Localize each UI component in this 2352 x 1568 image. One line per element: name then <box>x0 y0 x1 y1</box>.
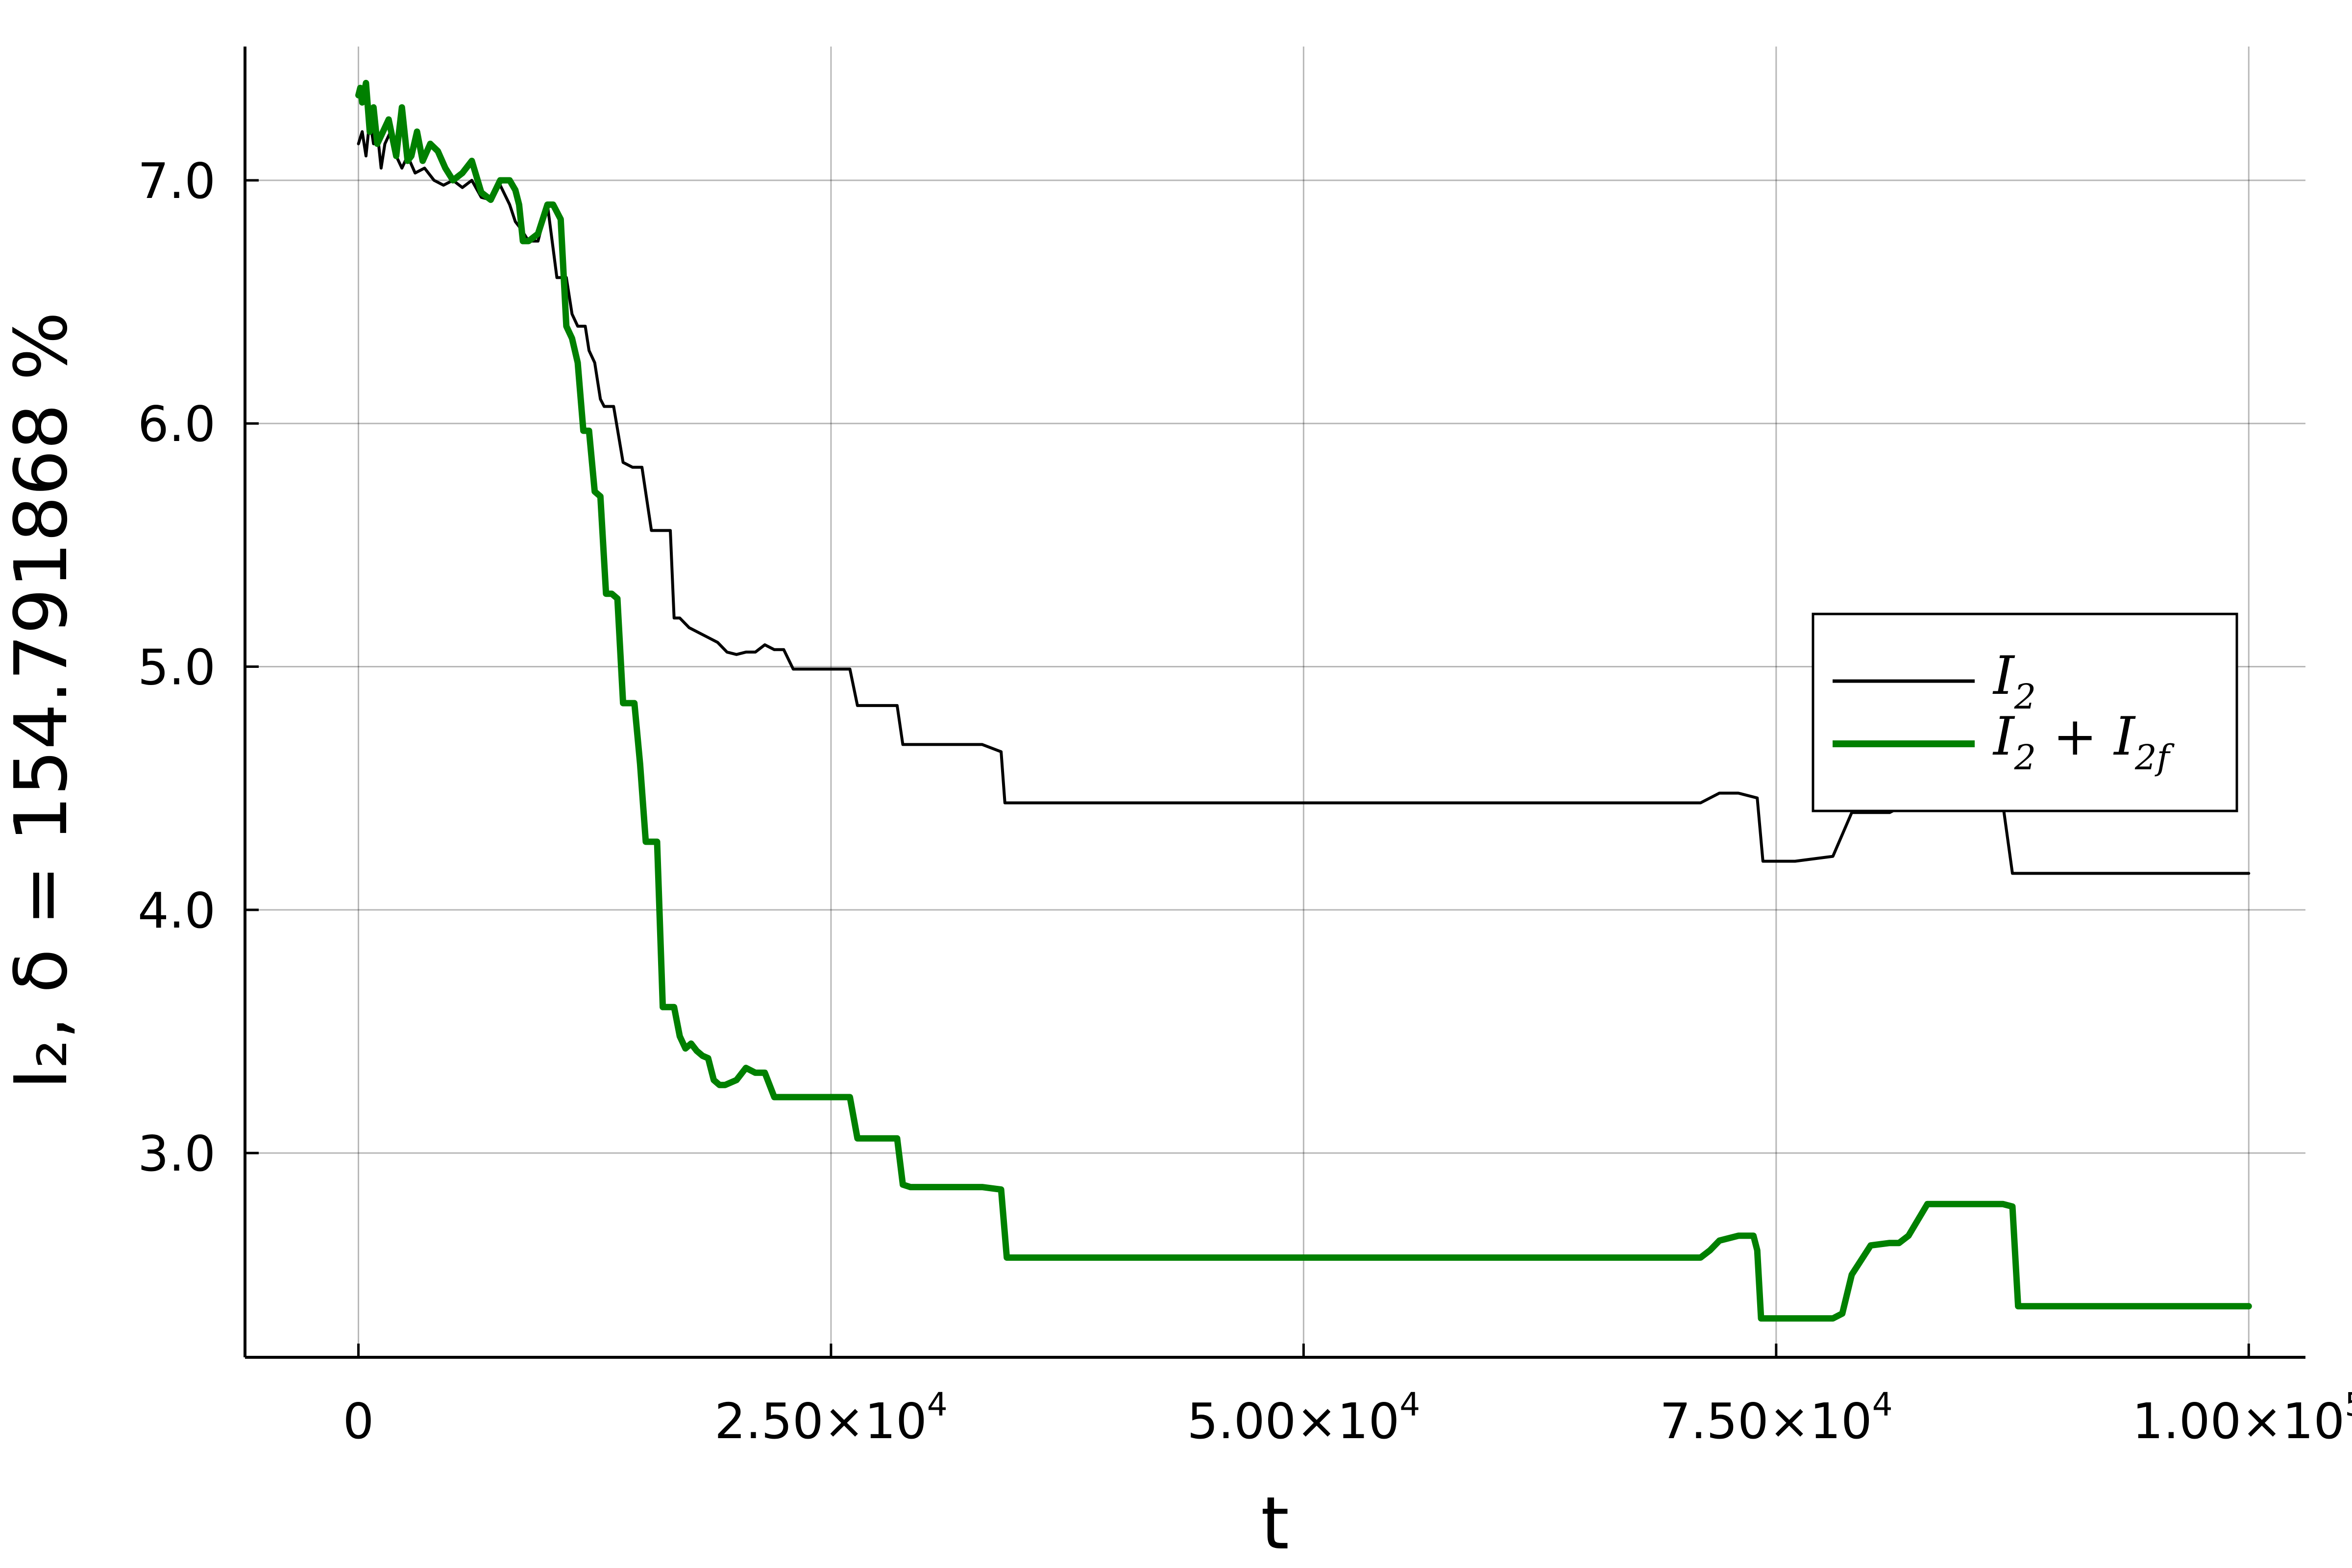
y-tick-label: 6.0 <box>138 395 216 453</box>
series-line-2 <box>355 79 2252 1322</box>
x-tick-exponent: 4 <box>927 1386 948 1423</box>
legend-box <box>1812 612 2238 812</box>
x-tick-mantissa: 0 <box>343 1393 374 1450</box>
legend-label-series-2: I2 + I2f <box>1992 706 2175 778</box>
y-axis-title: I₂, δ = 154.791868 % <box>0 312 83 1090</box>
legend-label-series-1: I2 <box>1992 645 2036 717</box>
x-tick-exponent: 4 <box>1872 1386 1893 1423</box>
x-tick-label: 0 <box>343 1393 374 1450</box>
axes <box>244 47 2305 1359</box>
y-tick-label: 4.0 <box>138 882 216 939</box>
x-tick-label: 1.00×105 <box>2132 1386 2352 1450</box>
x-tick-label: 7.50×104 <box>1660 1386 1893 1450</box>
x-tick-exponent: 4 <box>1399 1386 1420 1423</box>
y-tick-label: 7.0 <box>138 152 216 210</box>
grid-lines <box>245 47 2305 1357</box>
tick-marks-and-labels: 02.50×1045.00×1047.50×1041.00×1053.04.05… <box>138 152 2352 1450</box>
series-lines <box>355 79 2252 1322</box>
x-tick-mantissa: 2.50×10 <box>714 1393 927 1450</box>
x-tick-mantissa: 7.50×10 <box>1660 1393 1872 1450</box>
x-tick-mantissa: 1.00×10 <box>2132 1393 2345 1450</box>
y-tick-label: 5.0 <box>138 639 216 696</box>
x-tick-mantissa: 5.00×10 <box>1187 1393 1400 1450</box>
legend: I2 I2 + I2f <box>1812 612 2238 812</box>
y-tick-label: 3.0 <box>138 1125 216 1182</box>
x-tick-label: 2.50×104 <box>714 1386 948 1450</box>
x-tick-exponent: 5 <box>2345 1386 2352 1423</box>
x-tick-label: 5.00×104 <box>1187 1386 1421 1450</box>
x-axis-title: t <box>1261 1481 1289 1566</box>
series-line-1 <box>357 118 2251 875</box>
